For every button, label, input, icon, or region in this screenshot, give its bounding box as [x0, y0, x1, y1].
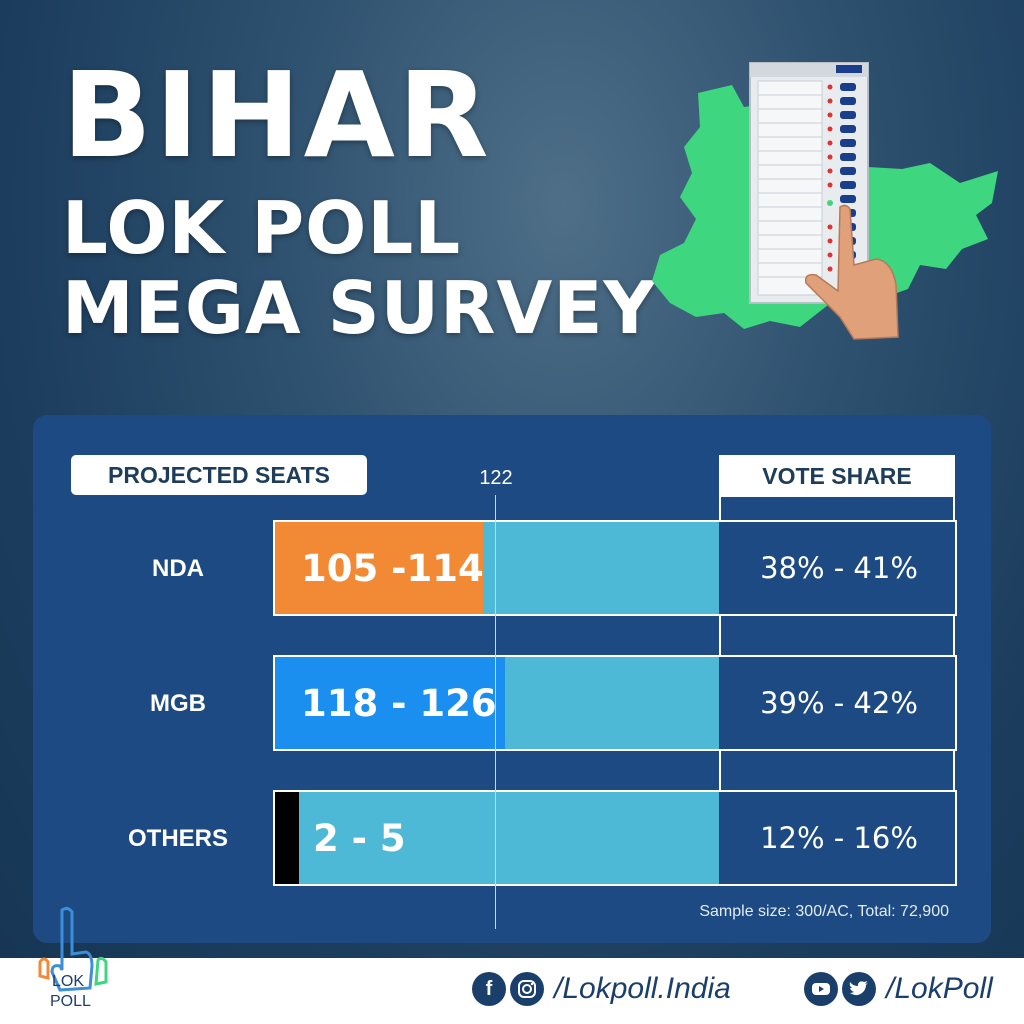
projected-seats-header: PROJECTED SEATS	[71, 455, 367, 495]
chart-panel: PROJECTED SEATS 122 VOTE SHARE NDA 105 -1…	[33, 415, 991, 943]
bar-background	[275, 792, 719, 884]
bar-nda	[275, 522, 483, 614]
vote-share-others: 12% - 16%	[760, 821, 918, 855]
youtube-icon[interactable]	[804, 972, 838, 1006]
lokpoll-logo: LOK POLL	[38, 906, 108, 1010]
vote-share-nda: 38% - 41%	[760, 551, 918, 585]
vote-share-header: VOTE SHARE	[719, 455, 955, 497]
title-mega-survey: MEGA SURVEY	[62, 266, 657, 350]
logo-hand-right	[94, 956, 108, 986]
row-label-mgb: MGB	[150, 690, 206, 717]
bar-value-label-mgb: 118 - 126	[301, 681, 497, 725]
logo-text-top: LOK	[52, 973, 84, 990]
vote-share-mgb: 39% - 42%	[760, 686, 918, 720]
bar-track-nda: 105 -114 38% - 41%	[273, 520, 957, 616]
title-lok-poll: LOK POLL	[62, 186, 462, 270]
social-group-1: f /Lokpoll.India	[472, 972, 731, 1006]
bar-mgb	[275, 657, 505, 749]
instagram-icon[interactable]	[510, 972, 544, 1006]
youtube-twitter-handle[interactable]: /LokPoll	[886, 972, 993, 1005]
facebook-instagram-handle[interactable]: /Lokpoll.India	[554, 972, 731, 1005]
facebook-icon[interactable]: f	[472, 972, 506, 1006]
bar-value-label-others: 2 - 5	[313, 816, 406, 860]
bar-others	[275, 792, 299, 884]
bar-value-label-nda: 105 -114	[301, 546, 484, 590]
row-label-others: OTHERS	[127, 825, 228, 852]
evm-button-rows	[758, 94, 822, 278]
evm-lights	[827, 84, 833, 272]
row-label-nda: NDA	[152, 555, 204, 582]
sample-size-note: Sample size: 300/AC, Total: 72,900	[699, 903, 949, 920]
majority-marker-label: 122	[479, 467, 513, 489]
twitter-icon[interactable]	[842, 972, 876, 1006]
voting-finger	[804, 204, 899, 340]
bar-track-mgb: 118 - 126 39% - 42%	[273, 655, 957, 751]
logo-hand-left	[38, 957, 50, 980]
majority-marker-line	[495, 495, 496, 929]
logo-text-bottom: POLL	[50, 993, 91, 1010]
bar-track-others: 2 - 5 12% - 16%	[273, 790, 957, 886]
evm-map-illustration	[652, 62, 998, 340]
logo-hand-center	[50, 906, 94, 992]
social-group-2: /LokPoll	[804, 972, 993, 1006]
title-bihar: BIHAR	[62, 46, 492, 184]
